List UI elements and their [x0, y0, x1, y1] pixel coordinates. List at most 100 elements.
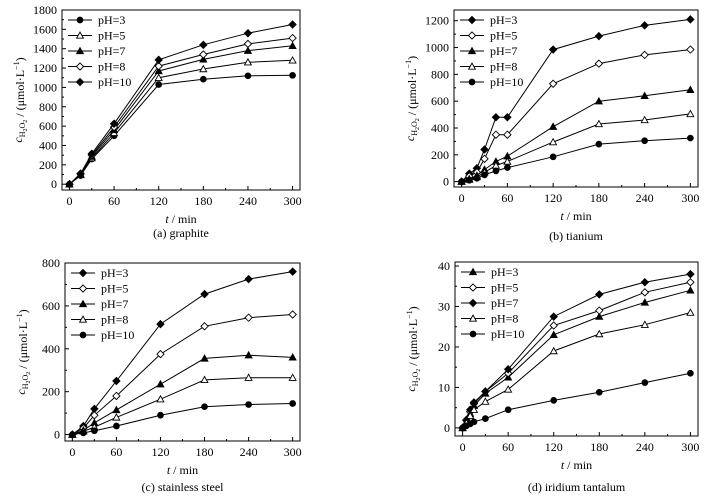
legend-entry: pH=8 — [461, 312, 518, 326]
x-tick-label: 300 — [284, 445, 302, 459]
y-axis-exponent: −1 — [12, 61, 21, 70]
series-line — [72, 354, 293, 436]
data-point — [243, 39, 253, 49]
data-point — [550, 397, 558, 404]
legend-label: pH=5 — [101, 282, 128, 296]
y-axis-unit: / (μmol·L — [16, 322, 30, 372]
y-axis-unit-close: ) — [13, 57, 27, 61]
data-point — [109, 119, 119, 128]
x-tick-label: 180 — [590, 440, 608, 454]
series-line — [461, 113, 691, 183]
series — [458, 269, 695, 433]
x-axis-variable: t — [165, 212, 169, 226]
data-point — [200, 322, 209, 331]
legend-label: pH=3 — [101, 266, 128, 280]
series — [68, 350, 297, 438]
data-point — [641, 379, 649, 386]
data-point — [288, 267, 297, 276]
y-axis-unit: / (μmol·L — [405, 68, 419, 118]
x-axis-label: t / min — [167, 463, 198, 477]
y-tick-label: 800 — [42, 256, 60, 270]
x-axis-variable: t — [561, 458, 565, 472]
y-tick-label: 200 — [39, 158, 57, 172]
y-tick-label: 0 — [54, 428, 60, 442]
legend-label: pH=8 — [490, 60, 517, 74]
y-tick-label: 0 — [444, 421, 450, 435]
y-axis-unit-close: ) — [406, 306, 420, 310]
legend-entry: pH=3 — [71, 266, 128, 280]
y-tick-label: 10 — [438, 380, 450, 394]
series — [457, 109, 695, 185]
chart-panel: 0 60 120 180 240 300 0 200 400 600 800 pH=3 pH=5pH=7… — [14, 256, 302, 494]
data-point — [112, 405, 121, 414]
panel-caption: (b) tianium — [549, 229, 603, 243]
y-axis-subscript: O — [21, 374, 30, 380]
legend-marker — [468, 78, 476, 86]
data-point — [288, 20, 297, 29]
y-tick-label: 0 — [51, 177, 57, 191]
legend-entry: pH=3 — [460, 13, 517, 27]
series-line — [69, 74, 293, 185]
data-point — [480, 154, 489, 164]
series-line — [461, 49, 691, 183]
data-point — [458, 178, 465, 185]
x-tick-label: 60 — [502, 440, 514, 454]
data-point — [156, 349, 165, 359]
data-point — [548, 79, 558, 88]
legend-label: pH=3 — [98, 13, 125, 27]
y-tick-label: 600 — [431, 94, 449, 108]
y-axis-unit-close: ) — [16, 309, 30, 313]
panel-caption: (a) graphite — [153, 226, 209, 240]
data-point — [686, 15, 695, 24]
x-tick-label: 240 — [636, 191, 654, 205]
data-point — [154, 66, 163, 75]
data-point — [481, 397, 490, 405]
x-tick-label: 120 — [150, 194, 168, 208]
legend-label: pH=7 — [491, 296, 518, 310]
y-axis-label: cH2O2 / (μmol·L−1) — [404, 306, 422, 391]
data-point — [288, 55, 297, 64]
series — [68, 400, 297, 438]
data-point — [112, 391, 121, 401]
legend-entry: pH=7 — [68, 44, 125, 58]
legend-entry: pH=5 — [460, 29, 517, 43]
legend-entry: pH=7 — [461, 296, 518, 310]
x-axis-unit: / min — [170, 463, 198, 477]
series-line — [461, 137, 691, 183]
y-axis-label: cH2O2 / (μmol·L−1) — [14, 309, 32, 394]
legend-marker — [467, 31, 477, 40]
data-point — [80, 429, 87, 437]
x-tick-label: 180 — [194, 194, 212, 208]
data-point — [288, 33, 297, 43]
legend-entry: pH=10 — [68, 75, 131, 89]
chart-panel: 0 60 120 180 240 300 0 200 400 600 800 1000 1200 pH=3… — [403, 9, 699, 243]
data-point — [199, 75, 207, 83]
y-tick-label: 600 — [42, 299, 60, 313]
legend-label: pH=7 — [101, 297, 128, 311]
data-point — [245, 401, 252, 408]
series — [458, 134, 694, 185]
data-point — [470, 418, 478, 426]
legend-entry: pH=5 — [461, 281, 518, 295]
data-point — [549, 312, 558, 321]
series — [66, 71, 296, 188]
legend-label: pH=8 — [101, 313, 128, 327]
data-point — [154, 55, 163, 65]
data-point — [594, 59, 604, 68]
data-point — [91, 427, 98, 435]
data-point — [201, 403, 208, 411]
data-point — [243, 28, 253, 38]
data-point — [595, 140, 603, 148]
y-tick-label: 1000 — [425, 41, 449, 55]
data-point — [113, 422, 120, 430]
data-point — [112, 413, 121, 421]
x-tick-label: 180 — [196, 445, 214, 459]
legend-entry: pH=10 — [71, 328, 134, 342]
data-point — [686, 45, 695, 54]
y-tick-label: 800 — [39, 100, 57, 114]
data-point — [549, 153, 557, 161]
data-point — [503, 364, 513, 374]
legend-entry: pH=3 — [68, 13, 125, 27]
y-axis-unit-close: ) — [405, 56, 419, 60]
x-tick-label: 120 — [151, 445, 169, 459]
